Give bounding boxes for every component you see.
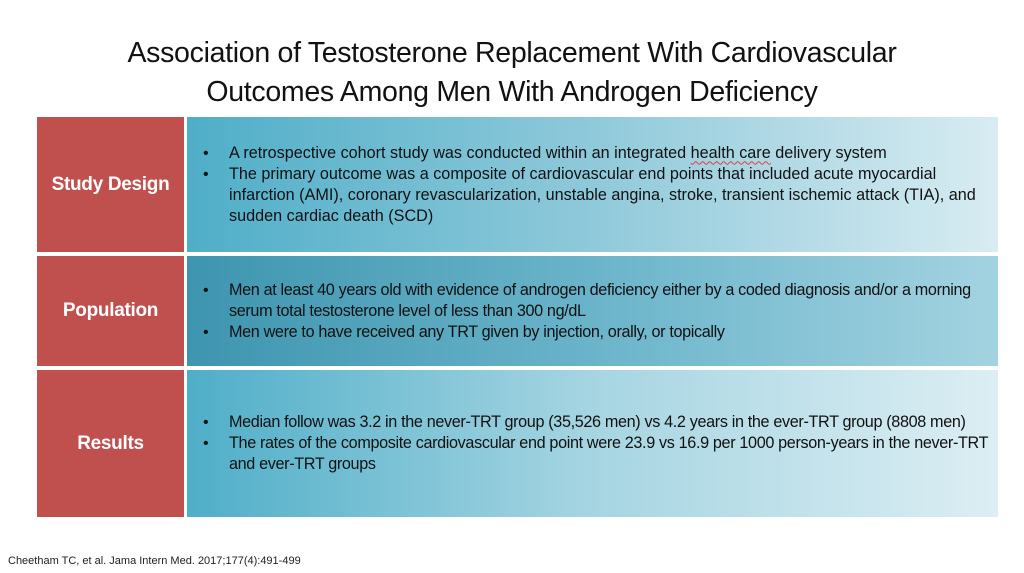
table-row-results: Results Median follow was 3.2 in the nev… [37, 370, 998, 517]
row-label-population: Population [37, 256, 184, 366]
row-label-study-design: Study Design [37, 117, 184, 252]
bullet-item: A retrospective cohort study was conduct… [199, 143, 988, 164]
row-label-results: Results [37, 370, 184, 517]
row-content-population: Men at least 40 years old with evidence … [187, 256, 998, 366]
row-content-results: Median follow was 3.2 in the never-TRT g… [187, 370, 998, 517]
spellcheck-flagged-text: health care [690, 143, 771, 162]
bullet-list: Median follow was 3.2 in the never-TRT g… [199, 412, 988, 475]
slide-title-line-1: Association of Testosterone Replacement … [127, 37, 897, 69]
table-row-study-design: Study Design A retrospective cohort stud… [37, 117, 998, 252]
bullet-list: Men at least 40 years old with evidence … [199, 280, 988, 343]
bullet-list: A retrospective cohort study was conduct… [199, 143, 988, 227]
slide-title-line-2: Outcomes Among Men With Androgen Deficie… [206, 76, 818, 108]
table-row-population: Population Men at least 40 years old wit… [37, 256, 998, 366]
bullet-item: Median follow was 3.2 in the never-TRT g… [199, 412, 988, 433]
row-content-study-design: A retrospective cohort study was conduct… [187, 117, 998, 252]
bullet-item: The primary outcome was a composite of c… [199, 164, 988, 227]
bullet-item: Men were to have received any TRT given … [199, 322, 988, 343]
citation: Cheetham TC, et al. Jama Intern Med. 201… [8, 555, 301, 567]
bullet-item: The rates of the composite cardiovascula… [199, 433, 988, 475]
slide-title: Association of Testosterone Replacement … [0, 34, 1024, 112]
bullet-item: Men at least 40 years old with evidence … [199, 280, 988, 322]
